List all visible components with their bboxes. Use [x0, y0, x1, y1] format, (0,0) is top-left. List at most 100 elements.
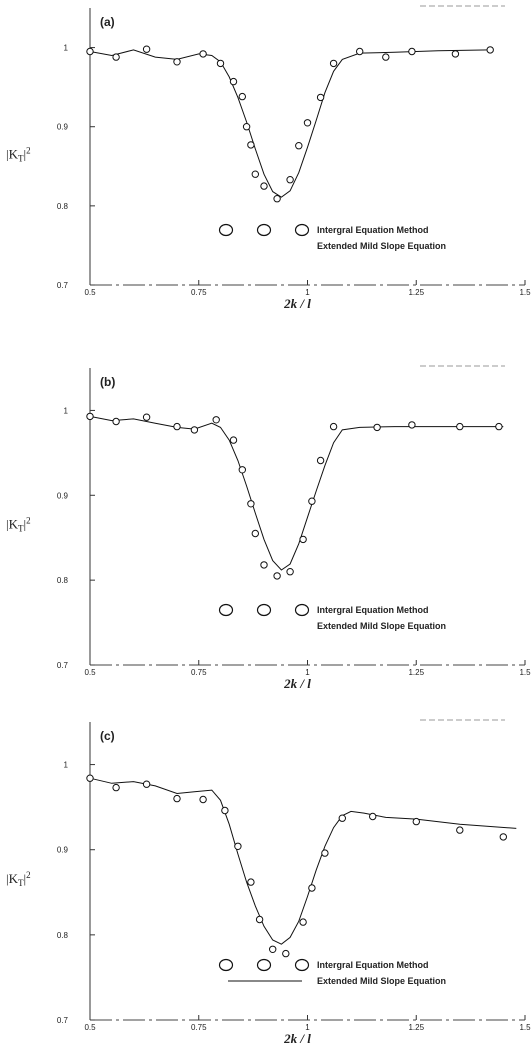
- y-tick-label: 0.8: [57, 576, 69, 585]
- data-point: [199, 795, 207, 804]
- x-tick-label: 1.25: [408, 668, 424, 677]
- y-axis-label-superscript: 2: [26, 146, 31, 156]
- data-point: [247, 141, 255, 149]
- data-point: [299, 918, 307, 926]
- series-line: [89, 777, 517, 945]
- y-axis-label-subscript: T: [18, 154, 24, 164]
- data-point: [329, 59, 338, 68]
- x-tick-label: 0.75: [191, 288, 207, 297]
- data-point: [286, 568, 294, 576]
- x-tick-label: 1: [305, 288, 310, 297]
- legend-label: Intergral Equation Method: [317, 960, 429, 970]
- data-point: [112, 783, 120, 792]
- y-axis-label-main: |K: [6, 871, 19, 886]
- data-point: [273, 572, 281, 580]
- y-axis-label-superscript: 2: [26, 516, 31, 526]
- x-tick-label: 0.75: [191, 1023, 207, 1032]
- y-tick-label: 0.7: [57, 1016, 69, 1025]
- legend-marker-circle: [294, 958, 310, 972]
- legend-marker-circle: [256, 223, 272, 237]
- data-point: [142, 45, 151, 53]
- data-point: [173, 422, 181, 431]
- data-point: [238, 466, 247, 474]
- x-tick-label: 0.5: [84, 288, 96, 297]
- data-point: [295, 142, 303, 150]
- data-point: [299, 535, 307, 544]
- data-point: [221, 806, 229, 815]
- data-point: [408, 421, 416, 429]
- data-point: [142, 780, 151, 788]
- data-point: [282, 949, 290, 958]
- data-point: [242, 123, 251, 131]
- data-point: [251, 170, 260, 178]
- x-axis-label: 2k / l: [283, 1031, 311, 1046]
- data-point: [286, 176, 294, 184]
- series-line: [89, 415, 504, 571]
- y-axis-label: |KT|2: [6, 146, 31, 164]
- y-tick-label: 1: [64, 406, 69, 415]
- y-axis-label: |KT|2: [6, 870, 31, 888]
- y-tick-label: 0.8: [57, 931, 69, 940]
- y-axis-label-superscript: 2: [26, 870, 31, 880]
- x-tick-label: 1.5: [519, 668, 531, 677]
- data-point: [142, 413, 151, 421]
- legend-label: Extended Mild Slope Equation: [317, 241, 446, 251]
- x-tick-label: 1.25: [408, 288, 424, 297]
- data-point: [382, 53, 390, 61]
- legend-marker-circle: [256, 603, 272, 617]
- y-tick-label: 0.7: [57, 661, 69, 670]
- data-point: [216, 59, 225, 68]
- data-point: [451, 50, 460, 58]
- data-point: [173, 794, 181, 803]
- y-tick-label: 0.8: [57, 202, 69, 211]
- legend-marker-circle: [218, 958, 234, 972]
- data-point: [408, 47, 416, 56]
- data-point: [199, 50, 207, 58]
- data-point: [329, 422, 338, 431]
- data-point: [234, 842, 242, 850]
- legend-label: Extended Mild Slope Equation: [317, 976, 446, 986]
- legend-label: Intergral Equation Method: [317, 605, 429, 615]
- data-point: [308, 497, 316, 505]
- x-tick-label: 0.75: [191, 668, 207, 677]
- data-point: [269, 945, 277, 953]
- legend-marker-circle: [294, 223, 310, 237]
- data-point: [251, 529, 260, 538]
- chart-panel: 0.7 0.8 0.9 1 0.5 0.75 1 1.25 1.5 2k / l |KT|2 (a) I…: [6, 5, 531, 311]
- data-point: [456, 422, 464, 431]
- data-point: [308, 884, 316, 892]
- data-point: [212, 416, 220, 424]
- data-point: [303, 119, 312, 127]
- y-tick-label: 0.7: [57, 281, 69, 290]
- data-point: [86, 412, 94, 421]
- chart-panel: 0.7 0.8 0.9 1 0.5 0.75 1 1.25 1.5 2k / l |KT|2 (b) I…: [6, 365, 531, 691]
- data-point: [229, 77, 238, 86]
- data-point: [86, 47, 94, 56]
- data-point: [356, 47, 364, 56]
- panel-label: (c): [100, 729, 115, 743]
- data-point: [412, 817, 420, 826]
- data-point: [499, 833, 507, 841]
- data-point: [456, 826, 464, 834]
- data-point: [486, 46, 494, 54]
- data-point: [316, 93, 325, 102]
- data-point: [255, 915, 264, 924]
- data-point: [247, 500, 255, 508]
- y-tick-label: 0.9: [57, 123, 69, 132]
- y-axis-label-subscript: T: [18, 878, 24, 888]
- data-point: [495, 422, 503, 431]
- data-point: [316, 456, 325, 465]
- data-point: [112, 53, 120, 61]
- legend-marker-circle: [256, 958, 272, 972]
- legend-marker-circle: [218, 603, 234, 617]
- x-tick-label: 0.5: [84, 1023, 96, 1032]
- y-tick-label: 0.9: [57, 846, 69, 855]
- y-axis-label-bar: |: [24, 871, 27, 886]
- legend-marker-circle: [218, 223, 234, 237]
- y-tick-label: 0.9: [57, 491, 69, 500]
- data-point: [260, 561, 268, 569]
- x-tick-label: 1: [305, 668, 310, 677]
- data-point: [260, 182, 268, 190]
- x-tick-label: 1.5: [519, 288, 531, 297]
- data-point: [321, 849, 329, 857]
